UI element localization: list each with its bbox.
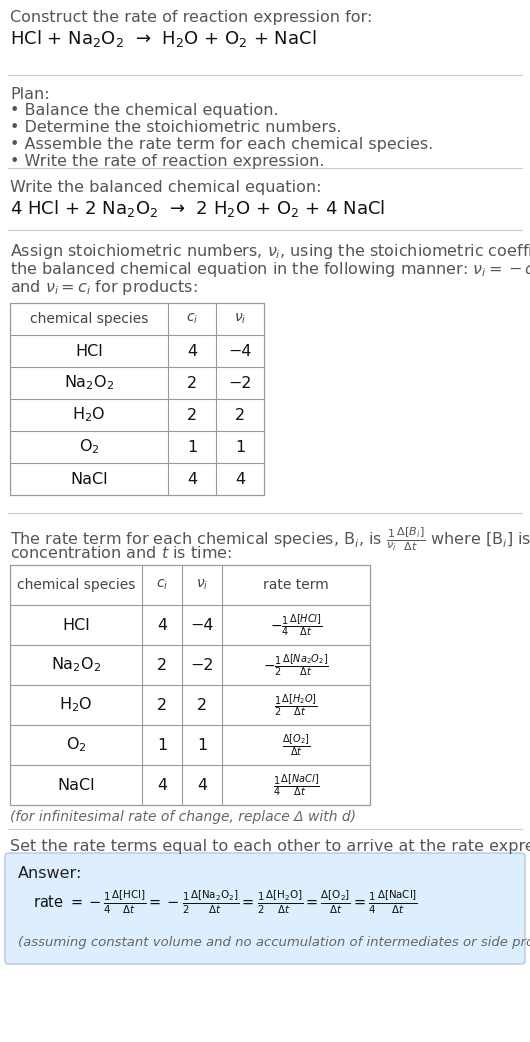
Text: Write the balanced chemical equation:: Write the balanced chemical equation: (10, 180, 322, 195)
Text: 2: 2 (187, 407, 197, 422)
Text: $c_i$: $c_i$ (186, 312, 198, 326)
Text: Answer:: Answer: (18, 866, 82, 880)
Text: H$_2$O: H$_2$O (59, 696, 93, 715)
Text: chemical species: chemical species (30, 312, 148, 326)
Text: $\nu_i$: $\nu_i$ (196, 578, 208, 592)
Text: 4 HCl + 2 Na$_2$O$_2$  →  2 H$_2$O + O$_2$ + 4 NaCl: 4 HCl + 2 Na$_2$O$_2$ → 2 H$_2$O + O$_2$… (10, 198, 385, 219)
Text: 4: 4 (157, 777, 167, 793)
Text: $-\frac{1}{2}\frac{\Delta[Na_2O_2]}{\Delta t}$: $-\frac{1}{2}\frac{\Delta[Na_2O_2]}{\Del… (263, 652, 329, 678)
Text: HCl: HCl (75, 344, 103, 358)
Text: HCl + Na$_2$O$_2$  →  H$_2$O + O$_2$ + NaCl: HCl + Na$_2$O$_2$ → H$_2$O + O$_2$ + NaC… (10, 28, 316, 49)
Text: 2: 2 (157, 697, 167, 713)
Text: • Determine the stoichiometric numbers.: • Determine the stoichiometric numbers. (10, 120, 341, 135)
Text: 1: 1 (187, 440, 197, 454)
Text: chemical species: chemical species (17, 578, 135, 592)
Text: O$_2$: O$_2$ (66, 736, 86, 754)
Text: 4: 4 (157, 618, 167, 632)
Text: Set the rate terms equal to each other to arrive at the rate expression:: Set the rate terms equal to each other t… (10, 839, 530, 854)
Text: 4: 4 (187, 344, 197, 358)
Text: $\nu_i$: $\nu_i$ (234, 312, 246, 326)
Text: NaCl: NaCl (57, 777, 95, 793)
Text: the balanced chemical equation in the following manner: $\nu_i = -c_i$ for react: the balanced chemical equation in the fo… (10, 260, 530, 279)
Text: −4: −4 (190, 618, 214, 632)
Text: concentration and $t$ is time:: concentration and $t$ is time: (10, 545, 232, 561)
Bar (10, 303, 264, 495)
Text: • Write the rate of reaction expression.: • Write the rate of reaction expression. (10, 154, 324, 169)
FancyBboxPatch shape (5, 853, 525, 964)
Text: −2: −2 (228, 375, 252, 391)
Text: H$_2$O: H$_2$O (72, 405, 105, 424)
Text: 1: 1 (235, 440, 245, 454)
Text: Plan:: Plan: (10, 86, 50, 102)
Text: 4: 4 (235, 471, 245, 487)
Text: (for infinitesimal rate of change, replace Δ with d): (for infinitesimal rate of change, repla… (10, 810, 356, 824)
Text: The rate term for each chemical species, B$_i$, is $\frac{1}{\nu_i}\frac{\Delta[: The rate term for each chemical species,… (10, 525, 530, 553)
Text: $\frac{1}{4}\frac{\Delta[NaCl]}{\Delta t}$: $\frac{1}{4}\frac{\Delta[NaCl]}{\Delta t… (272, 772, 320, 798)
Text: (assuming constant volume and no accumulation of intermediates or side products): (assuming constant volume and no accumul… (18, 936, 530, 949)
Text: 1: 1 (157, 738, 167, 752)
Text: rate term: rate term (263, 578, 329, 592)
Text: NaCl: NaCl (70, 471, 108, 487)
Text: Assign stoichiometric numbers, $\nu_i$, using the stoichiometric coefficients, $: Assign stoichiometric numbers, $\nu_i$, … (10, 242, 530, 260)
Text: O$_2$: O$_2$ (78, 438, 99, 456)
Text: −2: −2 (190, 658, 214, 672)
Text: • Balance the chemical equation.: • Balance the chemical equation. (10, 103, 279, 118)
Text: Na$_2$O$_2$: Na$_2$O$_2$ (51, 655, 101, 674)
Text: Construct the rate of reaction expression for:: Construct the rate of reaction expressio… (10, 10, 373, 25)
Text: and $\nu_i = c_i$ for products:: and $\nu_i = c_i$ for products: (10, 278, 198, 297)
Bar (10, 565, 370, 805)
Text: 1: 1 (197, 738, 207, 752)
Text: 2: 2 (235, 407, 245, 422)
Text: 4: 4 (197, 777, 207, 793)
Text: 2: 2 (187, 375, 197, 391)
Text: $\frac{\Delta[O_2]}{\Delta t}$: $\frac{\Delta[O_2]}{\Delta t}$ (282, 733, 310, 758)
Text: −4: −4 (228, 344, 252, 358)
Text: 4: 4 (187, 471, 197, 487)
Text: 2: 2 (157, 658, 167, 672)
Text: Na$_2$O$_2$: Na$_2$O$_2$ (64, 374, 114, 393)
Text: • Assemble the rate term for each chemical species.: • Assemble the rate term for each chemic… (10, 137, 433, 152)
Text: rate $= -\frac{1}{4}\frac{\Delta[\mathregular{HCl}]}{\Delta t} = -\frac{1}{2}\fr: rate $= -\frac{1}{4}\frac{\Delta[\mathre… (33, 889, 418, 917)
Text: $-\frac{1}{4}\frac{\Delta[HCl]}{\Delta t}$: $-\frac{1}{4}\frac{\Delta[HCl]}{\Delta t… (270, 612, 322, 638)
Text: $\frac{1}{2}\frac{\Delta[H_2O]}{\Delta t}$: $\frac{1}{2}\frac{\Delta[H_2O]}{\Delta t… (274, 692, 318, 718)
Text: HCl: HCl (62, 618, 90, 632)
Text: 2: 2 (197, 697, 207, 713)
Text: $c_i$: $c_i$ (156, 578, 168, 592)
